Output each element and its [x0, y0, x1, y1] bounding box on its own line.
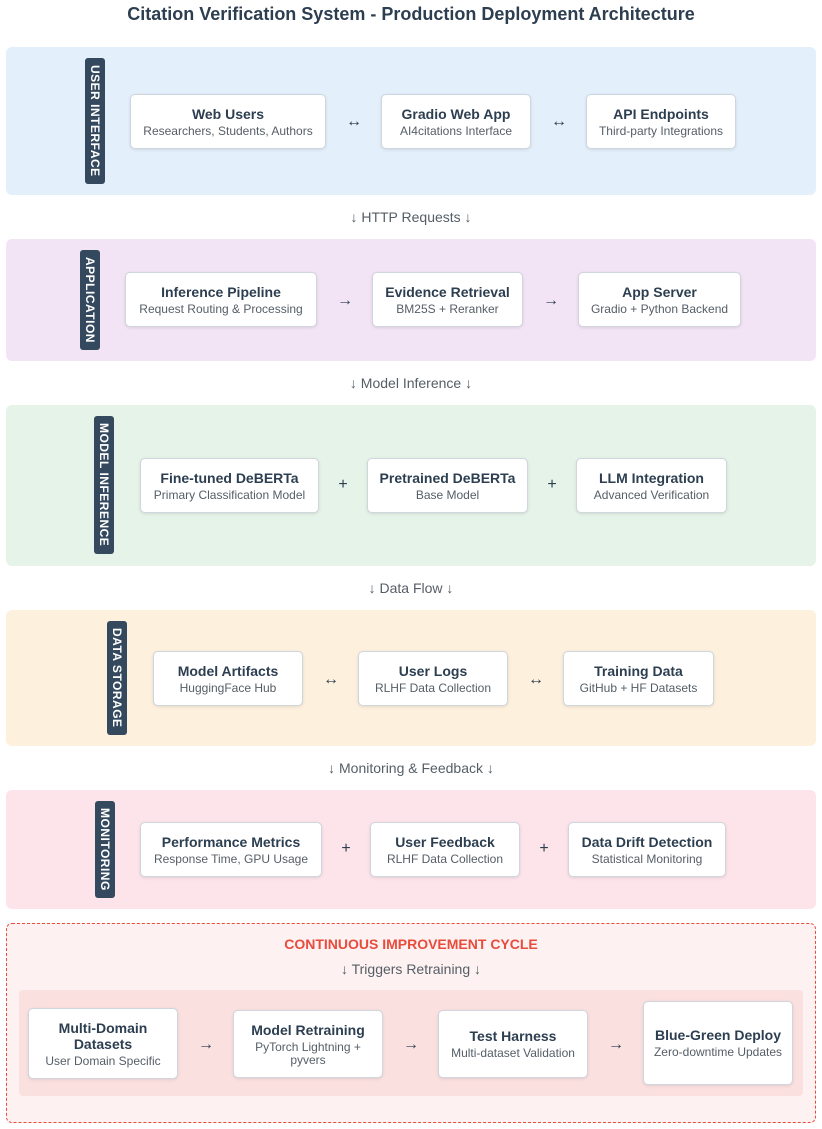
card-subtitle: PyTorch Lightning + pyvers: [255, 1039, 361, 1067]
data-storage-label: DATA STORAGE: [107, 621, 127, 735]
user-interface-label: USER INTERFACE: [85, 58, 105, 184]
card-title: Pretrained DeBERTa: [379, 469, 516, 486]
plus-icon: +: [547, 476, 557, 493]
card-subtitle: Multi-dataset Validation: [451, 1046, 575, 1060]
card-subtitle: Third-party Integrations: [598, 123, 724, 138]
card-title: App Server: [622, 283, 697, 300]
model-artifacts-card[interactable]: Model Artifacts HuggingFace Hub: [153, 651, 303, 706]
card-subtitle: Base Model: [415, 487, 480, 502]
arrow-right-icon: →: [337, 292, 353, 309]
card-subtitle: Zero-downtime Updates: [653, 1045, 783, 1059]
api-endpoints-card[interactable]: API Endpoints Third-party Integrations: [586, 94, 736, 149]
inference-pipeline-card[interactable]: Inference Pipeline Request Routing & Pro…: [125, 272, 317, 327]
multi-domain-datasets-card[interactable]: Multi-Domain Datasets User Domain Specif…: [28, 1008, 178, 1079]
app-server-card[interactable]: App Server Gradio + Python Backend: [578, 272, 741, 327]
training-data-card[interactable]: Training Data GitHub + HF Datasets: [563, 651, 714, 706]
card-title: Gradio Web App: [401, 105, 511, 122]
continuous-improvement-title: CONTINUOUS IMPROVEMENT CYCLE: [284, 936, 538, 952]
diagram-title: Citation Verification System - Productio…: [127, 4, 695, 24]
card-title: Multi-Domain Datasets: [58, 1019, 148, 1052]
card-title: Model Artifacts: [177, 662, 279, 679]
card-subtitle: User Domain Specific: [45, 1053, 161, 1068]
blue-green-deploy-card[interactable]: Blue-Green Deploy Zero-downtime Updates: [643, 1001, 793, 1085]
card-title: Test Harness: [469, 1028, 557, 1044]
pretrained-deberta-card[interactable]: Pretrained DeBERTa Base Model: [367, 458, 528, 513]
card-subtitle: Advanced Verification: [593, 487, 710, 502]
triggers-retraining-flow: ↓ Triggers Retraining ↓: [340, 961, 482, 977]
arrow-right-icon: →: [198, 1036, 214, 1053]
test-harness-card[interactable]: Test Harness Multi-dataset Validation: [438, 1010, 588, 1078]
arrow-right-icon: →: [403, 1036, 419, 1053]
card-title: Inference Pipeline: [161, 283, 281, 300]
card-subtitle: RLHF Data Collection: [374, 680, 492, 695]
model-inference-flow: ↓ Model Inference ↓: [349, 375, 473, 391]
bidirectional-arrow-icon: ↔: [346, 113, 362, 130]
card-title: Evidence Retrieval: [385, 283, 510, 300]
card-subtitle: Gradio + Python Backend: [590, 301, 729, 316]
user-logs-card[interactable]: User Logs RLHF Data Collection: [358, 651, 508, 706]
model-inference-label: MODEL INFERENCE: [94, 416, 114, 554]
card-subtitle: Primary Classification Model: [153, 487, 306, 502]
card-subtitle: BM25S + Reranker: [396, 301, 499, 316]
arrow-right-icon: →: [608, 1036, 624, 1053]
card-subtitle: GitHub + HF Datasets: [579, 680, 698, 695]
user-feedback-card[interactable]: User Feedback RLHF Data Collection: [370, 822, 520, 877]
card-title: LLM Integration: [599, 469, 704, 486]
card-subtitle: Request Routing & Processing: [139, 301, 303, 316]
card-title: Training Data: [594, 662, 683, 679]
card-title: Model Retraining: [251, 1021, 365, 1038]
card-subtitle: Researchers, Students, Authors: [143, 123, 313, 138]
card-subtitle: RLHF Data Collection: [386, 851, 504, 866]
monitoring-feedback-flow: ↓ Monitoring & Feedback ↓: [328, 760, 494, 776]
model-retraining-card[interactable]: Model Retraining PyTorch Lightning + pyv…: [233, 1010, 383, 1078]
plus-icon: +: [341, 840, 351, 857]
data-flow-label: ↓ Data Flow ↓: [368, 580, 454, 596]
data-drift-detection-card[interactable]: Data Drift Detection Statistical Monitor…: [568, 822, 726, 877]
plus-icon: +: [338, 476, 348, 493]
card-title: User Feedback: [395, 833, 495, 850]
card-title: Data Drift Detection: [581, 833, 713, 850]
bidirectional-arrow-icon: ↔: [528, 671, 544, 688]
card-title: Blue-Green Deploy: [654, 1027, 782, 1043]
card-subtitle: AI4citations Interface: [399, 123, 513, 138]
http-requests-flow: ↓ HTTP Requests ↓: [350, 209, 472, 225]
card-title: Performance Metrics: [161, 833, 301, 850]
bidirectional-arrow-icon: ↔: [323, 671, 339, 688]
plus-icon: +: [539, 840, 549, 857]
monitoring-label: MONITORING: [95, 801, 115, 898]
card-subtitle: Response Time, GPU Usage: [153, 851, 309, 866]
llm-integration-card[interactable]: LLM Integration Advanced Verification: [576, 458, 727, 513]
bidirectional-arrow-icon: ↔: [551, 113, 567, 130]
performance-metrics-card[interactable]: Performance Metrics Response Time, GPU U…: [140, 822, 322, 877]
card-subtitle: HuggingFace Hub: [179, 680, 277, 695]
gradio-web-app-card[interactable]: Gradio Web App AI4citations Interface: [381, 94, 531, 149]
card-subtitle: Statistical Monitoring: [591, 851, 703, 866]
arrow-right-icon: →: [543, 292, 559, 309]
card-title: User Logs: [398, 662, 468, 679]
card-title: API Endpoints: [613, 105, 709, 122]
application-label: APPLICATION: [80, 250, 100, 350]
card-title: Web Users: [191, 105, 265, 122]
card-title: Fine-tuned DeBERTa: [160, 469, 299, 486]
evidence-retrieval-card[interactable]: Evidence Retrieval BM25S + Reranker: [372, 272, 523, 327]
web-users-card[interactable]: Web Users Researchers, Students, Authors: [130, 94, 326, 149]
fine-tuned-deberta-card[interactable]: Fine-tuned DeBERTa Primary Classificatio…: [140, 458, 319, 513]
